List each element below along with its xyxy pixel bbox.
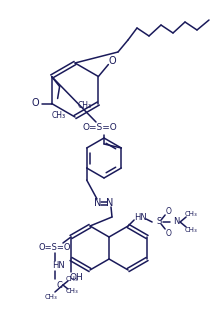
Text: CH₃: CH₃ [185, 227, 197, 233]
Text: O: O [32, 99, 40, 108]
Text: N: N [94, 198, 102, 208]
Text: O=S=O: O=S=O [83, 124, 117, 133]
Text: OH: OH [69, 273, 83, 282]
Text: HN: HN [134, 213, 146, 221]
Text: C: C [56, 281, 62, 290]
Text: CH₃: CH₃ [52, 110, 66, 119]
Text: S: S [156, 218, 162, 227]
Text: CH₃: CH₃ [66, 288, 78, 294]
Text: CH₃: CH₃ [44, 294, 57, 300]
Text: N: N [106, 198, 114, 208]
Text: CH₃: CH₃ [66, 276, 78, 282]
Text: O: O [109, 56, 116, 65]
Text: CH₃: CH₃ [185, 211, 197, 217]
Text: O: O [165, 206, 171, 215]
Text: O: O [165, 229, 171, 238]
Text: HN: HN [52, 262, 65, 271]
Text: O=S=O: O=S=O [39, 242, 71, 251]
Text: N: N [173, 218, 179, 227]
Text: CH₃: CH₃ [77, 101, 91, 110]
